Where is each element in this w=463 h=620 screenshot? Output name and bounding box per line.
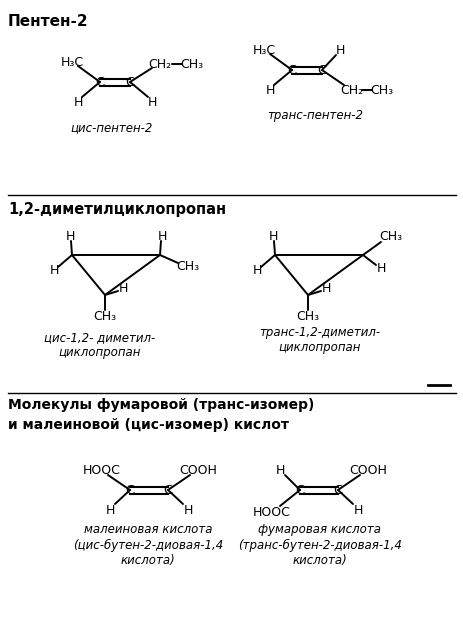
- Text: малеиновая кислота
(цис-бутен-2-диовая-1,4
кислота): малеиновая кислота (цис-бутен-2-диовая-1…: [73, 523, 223, 567]
- Text: H: H: [73, 95, 82, 108]
- Text: H: H: [105, 503, 114, 516]
- Text: H: H: [252, 265, 261, 278]
- Text: CH₂: CH₂: [148, 58, 171, 71]
- Text: H₃C: H₃C: [252, 43, 275, 56]
- Text: H: H: [268, 231, 277, 244]
- Text: Молекулы фумаровой (транс-изомер): Молекулы фумаровой (транс-изомер): [8, 398, 314, 412]
- Text: H: H: [157, 231, 166, 244]
- Text: C: C: [125, 484, 134, 497]
- Text: и малеиновой (цис-изомер) кислот: и малеиновой (цис-изомер) кислот: [8, 418, 288, 432]
- Text: C: C: [332, 484, 342, 497]
- Text: H: H: [147, 95, 156, 108]
- Text: HOOC: HOOC: [252, 505, 290, 518]
- Text: CH₃: CH₃: [369, 84, 393, 97]
- Text: H: H: [265, 84, 274, 97]
- Text: C: C: [317, 63, 326, 76]
- Text: CH₃: CH₃: [180, 58, 203, 71]
- Text: H: H: [320, 283, 330, 296]
- Text: HOOC: HOOC: [83, 464, 121, 477]
- Text: H: H: [352, 503, 362, 516]
- Text: H: H: [65, 231, 75, 244]
- Text: цис-1,2- диметил-
циклопропан: цис-1,2- диметил- циклопропан: [44, 331, 155, 359]
- Text: CH₃: CH₃: [176, 260, 199, 273]
- Text: CH₃: CH₃: [296, 311, 319, 324]
- Text: C: C: [163, 484, 172, 497]
- Text: транс-1,2-диметил-
циклопропан: транс-1,2-диметил- циклопропан: [259, 326, 380, 354]
- Text: CH₂: CH₂: [340, 84, 363, 97]
- Text: транс-пентен-2: транс-пентен-2: [266, 108, 362, 122]
- Text: 1,2-диметилциклопропан: 1,2-диметилциклопропан: [8, 202, 225, 217]
- Text: H: H: [118, 283, 127, 296]
- Text: H: H: [375, 262, 385, 275]
- Text: COOH: COOH: [348, 464, 386, 477]
- Text: H₃C: H₃C: [60, 56, 83, 68]
- Text: H: H: [49, 265, 58, 278]
- Text: Пентен-2: Пентен-2: [8, 14, 88, 29]
- Text: цис-пентен-2: цис-пентен-2: [71, 122, 153, 135]
- Text: C: C: [95, 76, 104, 89]
- Text: CH₃: CH₃: [93, 311, 116, 324]
- Text: H: H: [335, 43, 344, 56]
- Text: H: H: [275, 464, 284, 477]
- Text: C: C: [125, 76, 134, 89]
- Text: C: C: [295, 484, 304, 497]
- Text: COOH: COOH: [179, 464, 217, 477]
- Text: H: H: [183, 503, 192, 516]
- Text: C: C: [287, 63, 296, 76]
- Text: фумаровая кислота
(транс-бутен-2-диовая-1,4
кислота): фумаровая кислота (транс-бутен-2-диовая-…: [238, 523, 401, 567]
- Text: CH₃: CH₃: [379, 231, 402, 244]
